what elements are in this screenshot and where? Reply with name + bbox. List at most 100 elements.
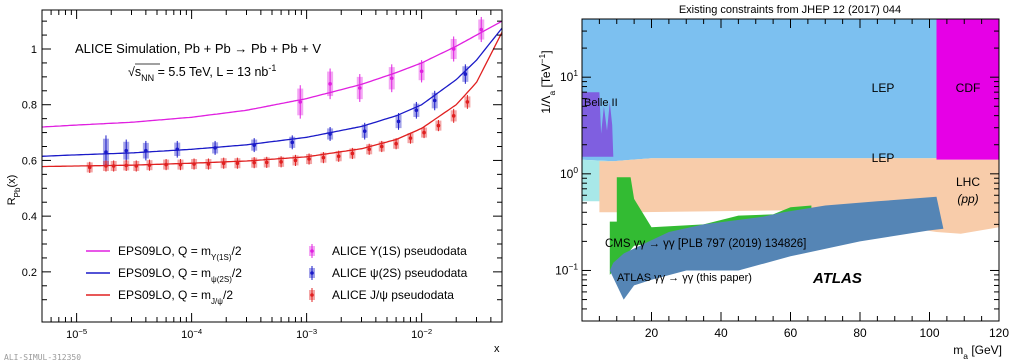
jpsi-data-point bbox=[279, 160, 283, 164]
psi2s-data-point bbox=[252, 143, 256, 147]
legend-label: ALICE Υ(1S) pseudodata bbox=[332, 244, 467, 258]
left-y-axis-label: RPb(x) bbox=[6, 175, 22, 206]
jpsi-theory-curve bbox=[41, 32, 503, 168]
pseudodata-points bbox=[86, 16, 485, 173]
x-tick-label: 60 bbox=[784, 326, 798, 340]
jpsi-data-point bbox=[111, 164, 116, 168]
y-tick-label: 0.2 bbox=[22, 267, 37, 279]
upsilon-data-point bbox=[479, 27, 484, 32]
label-lhc-pp: (pp) bbox=[957, 192, 978, 206]
psi2s-data-point bbox=[362, 129, 367, 133]
upsilon-theory-curve bbox=[41, 20, 503, 128]
upsilon-data-point bbox=[298, 100, 303, 104]
jpsi-data-point bbox=[422, 130, 426, 135]
jpsi-data-point bbox=[367, 147, 371, 152]
jpsi-data-point bbox=[147, 163, 152, 167]
left-chart: 10−5 10−4 10−3 10−2 0.2 0.4 0.6 0.8 1 ALICE Simu… bbox=[4, 9, 503, 362]
jpsi-data-point bbox=[87, 165, 92, 170]
psi2s-data-point bbox=[144, 148, 148, 153]
left-subtitle: √sNN = 5.5 TeV, L = 13 nb-1 bbox=[128, 63, 276, 83]
x-tick-label: 10−5 bbox=[66, 327, 87, 342]
legend-label: EPS09LO, Q = mψ(2S)/2 bbox=[118, 266, 242, 284]
right-y-axis-label: 1/Λa [TeV−1] bbox=[537, 50, 557, 113]
jpsi-data-point bbox=[206, 162, 211, 166]
jpsi-data-point bbox=[379, 144, 384, 149]
left-title: ALICE Simulation, Pb + Pb → Pb + Pb + V bbox=[75, 41, 321, 56]
y-tick-label: 10−1 bbox=[555, 261, 578, 277]
region-cdf bbox=[936, 19, 999, 160]
jpsi-data-point bbox=[436, 123, 441, 128]
label-lhc: LHC bbox=[956, 175, 980, 189]
psi2s-theory-curve bbox=[41, 27, 503, 157]
jpsi-data-point bbox=[124, 163, 129, 168]
x-tick-label: 80 bbox=[853, 326, 867, 340]
left-legend: EPS09LO, Q = mΥ(1S)/2 EPS09LO, Q = mψ(2S)… bbox=[86, 244, 468, 306]
jpsi-data-point bbox=[350, 151, 355, 156]
label-belle: Belle II bbox=[584, 97, 618, 109]
x-tick-label: 20 bbox=[645, 326, 659, 340]
right-axes: 20 40 60 80 100 120 10−1 100 101 bbox=[555, 18, 1009, 340]
psi2s-data-point bbox=[396, 119, 401, 124]
jpsi-data-point bbox=[307, 157, 311, 161]
x-tick-label: 40 bbox=[714, 326, 728, 340]
label-cms: CMS γγ → γγ [PLB 797 (2019) 134826] bbox=[605, 238, 806, 250]
x-tick-label: 10−4 bbox=[181, 327, 203, 342]
jpsi-data-point bbox=[465, 100, 470, 104]
jpsi-data-point bbox=[192, 162, 196, 166]
right-chart: 20 40 60 80 100 120 10−1 100 101 Existing constr… bbox=[537, 4, 1009, 361]
label-cdf: CDF bbox=[956, 81, 981, 95]
exclusion-regions bbox=[582, 19, 999, 300]
x-tick-label: 100 bbox=[919, 326, 939, 340]
right-x-axis-label: ma [GeV] bbox=[953, 343, 1002, 361]
y-tick-label: 0.8 bbox=[22, 100, 37, 112]
jpsi-data-point bbox=[134, 164, 139, 168]
legend-label: ALICE J/ψ pseudodata bbox=[332, 288, 454, 302]
psi2s-data-point bbox=[432, 98, 437, 103]
upsilon-data-point bbox=[419, 69, 424, 74]
region-lep-upper- bbox=[582, 19, 937, 162]
psi2s-data-point bbox=[328, 132, 332, 136]
jpsi-data-point bbox=[451, 114, 456, 118]
jpsi-data-point bbox=[235, 161, 240, 166]
atlas-logo: ATLAS bbox=[812, 270, 862, 287]
y-tick-label: 1 bbox=[31, 44, 37, 56]
legend-label: EPS09LO, Q = mJ/ψ/2 bbox=[118, 288, 233, 306]
footer-id: ALI-SIMUL-312350 bbox=[4, 353, 81, 362]
label-lep-top: LEP bbox=[872, 81, 895, 95]
jpsi-data-point bbox=[164, 162, 168, 167]
upsilon-legend-marker bbox=[310, 249, 314, 253]
legend-label: EPS09LO, Q = mΥ(1S)/2 bbox=[118, 244, 242, 262]
jpsi-data-point bbox=[336, 154, 341, 159]
psi2s-data-point bbox=[213, 146, 217, 150]
psi2s-data-point bbox=[414, 108, 419, 113]
psi2s-data-point bbox=[290, 140, 295, 145]
upsilon-data-point bbox=[389, 76, 394, 81]
upsilon-data-point bbox=[451, 47, 456, 51]
psi2s-data-point bbox=[124, 148, 129, 153]
y-tick-label: 100 bbox=[560, 165, 578, 181]
region-belle-ii bbox=[582, 92, 614, 157]
upsilon-data-point bbox=[328, 82, 332, 86]
y-tick-label: 0.4 bbox=[22, 211, 37, 223]
x-tick-label: 10−3 bbox=[296, 327, 317, 342]
jpsi-data-point bbox=[394, 141, 398, 146]
jpsi-legend-marker bbox=[310, 293, 314, 297]
jpsi-data-point bbox=[321, 155, 326, 160]
right-title: Existing constraints from JHEP 12 (2017)… bbox=[679, 4, 901, 16]
y-tick-label: 0.6 bbox=[22, 155, 37, 167]
label-atlas-result: ATLAS γγ → γγ (this paper) bbox=[617, 272, 752, 284]
left-axes: 10−5 10−4 10−3 10−2 0.2 0.4 0.6 0.8 1 bbox=[22, 10, 503, 342]
jpsi-data-point bbox=[252, 160, 256, 165]
psi2s-data-point bbox=[463, 72, 468, 76]
jpsi-data-point bbox=[264, 160, 269, 165]
jpsi-data-point bbox=[221, 161, 226, 166]
legend-label: ALICE ψ(2S) pseudodata bbox=[332, 266, 468, 280]
psi2s-legend-marker bbox=[310, 271, 314, 275]
left-x-axis-label: x bbox=[494, 343, 500, 355]
jpsi-data-point bbox=[178, 162, 183, 167]
theory-curves bbox=[41, 20, 503, 168]
x-tick-label: 120 bbox=[989, 326, 1009, 340]
upsilon-data-point bbox=[357, 86, 362, 90]
psi2s-data-point bbox=[104, 150, 108, 154]
